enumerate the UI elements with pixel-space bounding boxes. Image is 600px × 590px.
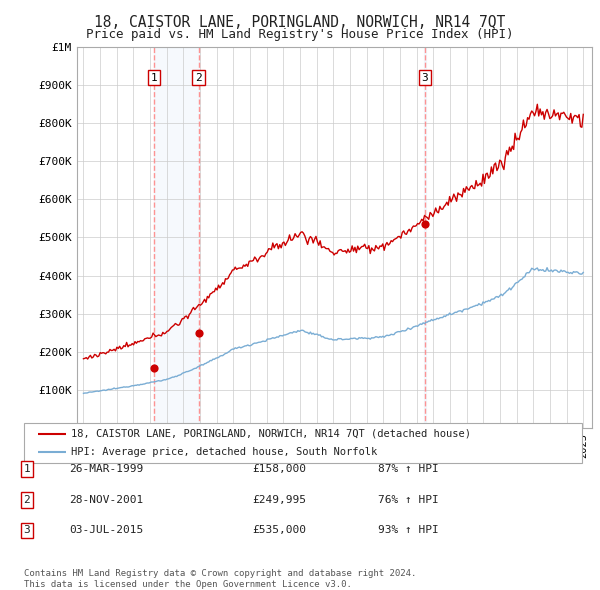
Text: £535,000: £535,000 <box>252 526 306 535</box>
Text: £249,995: £249,995 <box>252 495 306 504</box>
Text: 3: 3 <box>422 73 428 83</box>
Text: Contains HM Land Registry data © Crown copyright and database right 2024.: Contains HM Land Registry data © Crown c… <box>24 569 416 578</box>
Bar <box>424 47 426 428</box>
Text: 18, CAISTOR LANE, PORINGLAND, NORWICH, NR14 7QT (detached house): 18, CAISTOR LANE, PORINGLAND, NORWICH, N… <box>71 429 472 439</box>
Bar <box>154 47 199 428</box>
Text: 18, CAISTOR LANE, PORINGLAND, NORWICH, NR14 7QT: 18, CAISTOR LANE, PORINGLAND, NORWICH, N… <box>94 15 506 30</box>
Text: 2: 2 <box>23 495 31 504</box>
Text: 1: 1 <box>23 464 31 474</box>
Text: 28-NOV-2001: 28-NOV-2001 <box>69 495 143 504</box>
Text: 26-MAR-1999: 26-MAR-1999 <box>69 464 143 474</box>
Text: 2: 2 <box>195 73 202 83</box>
Text: Price paid vs. HM Land Registry's House Price Index (HPI): Price paid vs. HM Land Registry's House … <box>86 28 514 41</box>
Text: 93% ↑ HPI: 93% ↑ HPI <box>378 526 439 535</box>
Text: 1: 1 <box>151 73 157 83</box>
Point <box>420 219 430 229</box>
Point <box>149 363 159 372</box>
Text: 87% ↑ HPI: 87% ↑ HPI <box>378 464 439 474</box>
Text: 76% ↑ HPI: 76% ↑ HPI <box>378 495 439 504</box>
Point <box>194 328 203 337</box>
Text: This data is licensed under the Open Government Licence v3.0.: This data is licensed under the Open Gov… <box>24 579 352 589</box>
Text: HPI: Average price, detached house, South Norfolk: HPI: Average price, detached house, Sout… <box>71 447 377 457</box>
FancyBboxPatch shape <box>24 423 582 463</box>
Text: £158,000: £158,000 <box>252 464 306 474</box>
Text: 3: 3 <box>23 526 31 535</box>
Text: 03-JUL-2015: 03-JUL-2015 <box>69 526 143 535</box>
